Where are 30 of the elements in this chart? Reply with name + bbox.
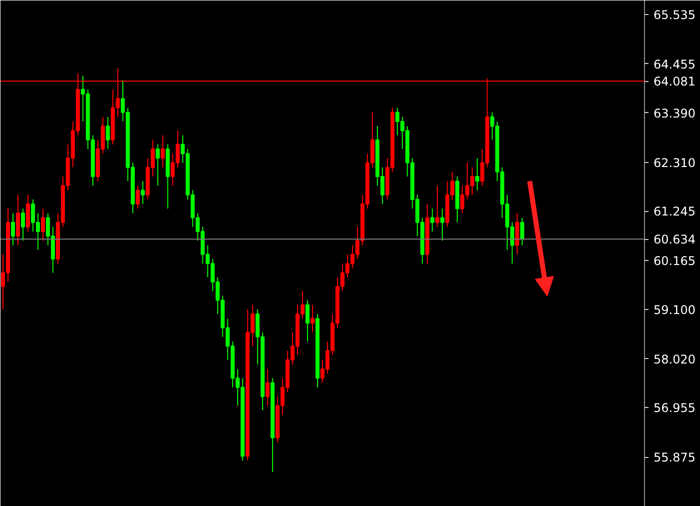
candlestick	[26, 194, 30, 232]
y-tick-label: 55.875	[654, 450, 696, 465]
y-tick-label: 63.390	[654, 106, 696, 120]
candlestick	[435, 185, 440, 228]
y-tick-label: 61.245	[654, 204, 696, 219]
y-tick-label: 62.310	[654, 156, 696, 170]
y-tick-label: 58.020	[654, 352, 696, 366]
y-tick-label: 59.100	[654, 302, 696, 317]
ref-line-label: 60.634	[654, 232, 696, 247]
y-tick-label: 56.955	[654, 401, 696, 416]
y-tick-label: 65.535	[654, 8, 696, 22]
y-tick-label: 64.455	[654, 57, 696, 72]
candlestick	[520, 217, 524, 246]
candlestick	[140, 180, 145, 204]
y-tick-label: 60.165	[654, 254, 696, 268]
candlestick	[20, 208, 25, 242]
candlestick	[16, 194, 20, 246]
candlestick	[440, 208, 444, 242]
ref-line-label: 64.081	[654, 74, 696, 89]
candlestick	[310, 304, 315, 333]
candlestick	[136, 185, 140, 210]
candlestick	[266, 368, 270, 406]
candlestick	[306, 300, 310, 342]
candlestick	[475, 158, 480, 191]
candlestick	[515, 212, 520, 255]
candlestick	[10, 212, 15, 246]
candlestick	[156, 144, 160, 186]
candlestick	[106, 116, 110, 150]
candlestick	[430, 208, 434, 232]
candlestick	[40, 208, 45, 242]
